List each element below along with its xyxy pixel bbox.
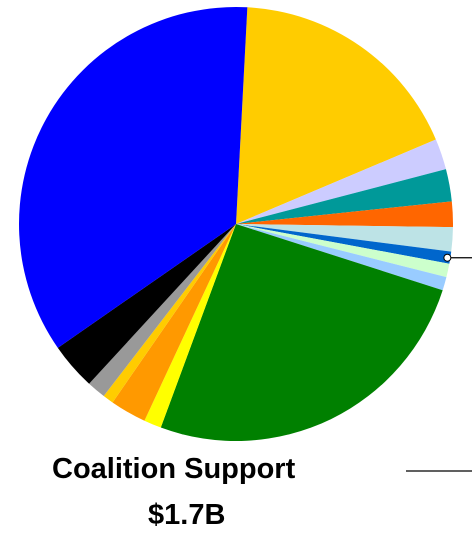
pie-slice-9 <box>160 224 443 442</box>
pie-slice-10 <box>144 224 236 428</box>
callout-label-name: Coalition Support <box>52 453 296 485</box>
callout-label-value: $1.7B <box>148 499 226 531</box>
pie-slice-5 <box>236 224 453 252</box>
callout-anchor-dot <box>443 253 452 262</box>
pie-slice-13 <box>89 224 237 397</box>
pie-slice-8 <box>236 224 447 291</box>
pie-slice-14 <box>57 224 237 384</box>
pie-slice-7 <box>236 224 450 278</box>
pie-slice-4 <box>236 201 454 228</box>
pie-slice-15 <box>19 7 248 348</box>
pie-slice-2 <box>236 139 446 224</box>
pie-slice-6 <box>236 224 452 264</box>
pie-slice-11 <box>112 224 236 421</box>
pie-slice-12 <box>103 224 236 403</box>
pie-slice-1 <box>236 7 436 224</box>
pie-slice-3 <box>236 169 452 224</box>
